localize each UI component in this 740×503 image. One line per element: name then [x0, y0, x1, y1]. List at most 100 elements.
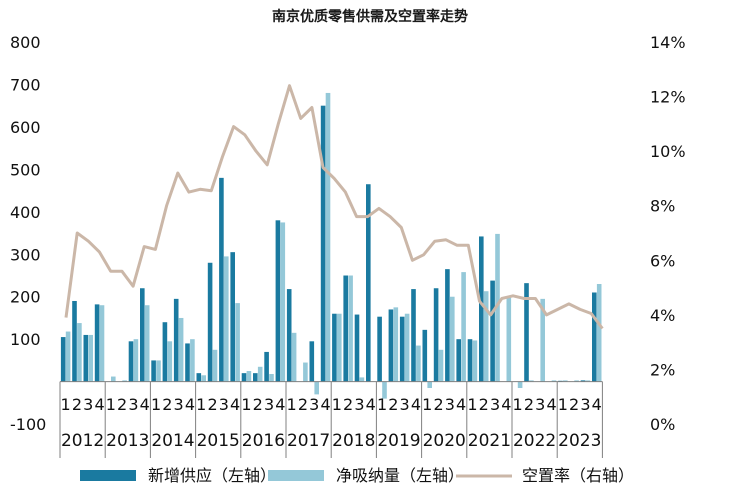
- quarter-tick-label: 1: [61, 395, 71, 414]
- absorption-bar: [359, 377, 365, 382]
- legend-vacancy-label: 空置率（右轴）: [522, 466, 634, 485]
- absorption-bar: [122, 380, 127, 382]
- y-right-tick-label: 12%: [650, 88, 686, 107]
- quarter-tick-label: 2: [72, 395, 82, 414]
- quarter-tick-label: 4: [546, 395, 556, 414]
- supply-bar: [354, 314, 360, 382]
- supply-bar: [219, 177, 224, 382]
- y-left-tick-label: 800: [10, 33, 41, 52]
- legend-supply-swatch: [80, 470, 136, 481]
- supply-bar: [320, 105, 326, 382]
- quarter-tick-label: 2: [569, 395, 579, 414]
- quarter-tick-label: 1: [513, 395, 523, 414]
- absorption-bar: [224, 256, 229, 382]
- supply-bar: [60, 337, 66, 382]
- quarter-tick-label: 3: [535, 395, 545, 414]
- year-tick-label: 2013: [106, 431, 149, 451]
- y-right-tick-label: 4%: [650, 306, 675, 325]
- absorption-bar: [269, 374, 274, 382]
- supply-bar: [140, 288, 145, 382]
- absorption-bar: [529, 380, 534, 382]
- supply-bar: [377, 316, 382, 382]
- y-left-tick-label: 200: [10, 288, 41, 307]
- quarter-tick-label: 3: [354, 395, 364, 414]
- supply-bar: [196, 373, 202, 382]
- absorption-bar: [156, 360, 161, 382]
- absorption-bar: [201, 375, 206, 382]
- y-left-tick-label: 400: [10, 203, 41, 222]
- supply-bar: [151, 360, 156, 382]
- absorption-bar: [596, 284, 602, 382]
- y-right-tick-label: 14%: [650, 33, 686, 52]
- absorption-bar: [190, 339, 195, 382]
- supply-bar: [456, 339, 461, 382]
- absorption-bar: [348, 275, 353, 382]
- absorption-bar: [65, 331, 71, 382]
- quarter-tick-label: 4: [230, 395, 240, 414]
- absorption-bar: [133, 339, 139, 382]
- absorption-bar: [563, 380, 568, 382]
- year-tick-label: 2016: [242, 431, 285, 451]
- year-tick-label: 2022: [513, 431, 556, 451]
- absorption-bar: [427, 381, 432, 389]
- supply-bar: [230, 252, 235, 382]
- absorption-bar: [517, 381, 523, 389]
- supply-bar: [275, 220, 281, 382]
- y-left-tick-label: 500: [10, 160, 41, 179]
- supply-bar: [479, 236, 484, 382]
- quarter-tick-label: 2: [207, 395, 217, 414]
- supply-bar: [445, 269, 450, 382]
- absorption-bar: [393, 307, 399, 382]
- supply-bar: [388, 309, 394, 382]
- absorption-bar: [450, 296, 455, 382]
- quarter-tick-label: 3: [128, 395, 138, 414]
- absorption-bar: [167, 341, 173, 382]
- quarter-tick-label: 4: [456, 395, 466, 414]
- quarter-tick-label: 4: [501, 395, 511, 414]
- absorption-bar: [77, 323, 82, 382]
- y-right-tick-label: 10%: [650, 142, 686, 161]
- supply-bar: [173, 298, 179, 382]
- absorption-bar: [291, 332, 297, 382]
- quarter-tick-label: 3: [490, 395, 500, 414]
- y-left-tick-label: 100: [10, 330, 41, 349]
- absorption-bar: [574, 380, 579, 382]
- quarter-tick-label: 3: [219, 395, 229, 414]
- quarter-tick-label: 2: [162, 395, 172, 414]
- quarter-tick-label: 1: [332, 395, 342, 414]
- absorption-bar: [337, 313, 342, 382]
- supply-bar: [128, 341, 134, 382]
- y-left-tick-label: 600: [10, 118, 41, 137]
- absorption-bar: [314, 381, 319, 395]
- legend-absorption-swatch: [268, 470, 324, 481]
- y-right-tick-label: 8%: [650, 197, 675, 216]
- quarter-tick-label: 3: [580, 395, 590, 414]
- quarter-tick-label: 4: [94, 395, 104, 414]
- quarter-tick-label: 2: [253, 395, 263, 414]
- supply-bar: [422, 329, 428, 382]
- legend-supply-label: 新增供应（左轴）: [148, 466, 276, 485]
- year-tick-label: 2020: [423, 431, 466, 451]
- supply-bar: [332, 313, 337, 382]
- quarter-tick-label: 1: [151, 395, 161, 414]
- y-left-tick-label: 700: [10, 75, 41, 94]
- quarter-tick-label: 2: [433, 395, 443, 414]
- absorption-bar: [235, 303, 240, 382]
- supply-bar: [467, 339, 473, 382]
- year-tick-label: 2014: [151, 431, 194, 451]
- supply-bar: [433, 288, 439, 382]
- supply-bar: [264, 351, 269, 382]
- absorption-bar: [461, 272, 466, 382]
- plot-area: 800700600500400300200100-10014%12%10%8%6…: [10, 33, 686, 458]
- absorption-bar: [178, 317, 184, 382]
- supply-bar: [524, 283, 529, 382]
- supply-bar: [286, 289, 292, 382]
- quarter-tick-label: 3: [400, 395, 410, 414]
- y-left-tick-label: 300: [10, 245, 41, 264]
- supply-bar: [490, 280, 495, 382]
- quarter-tick-label: 2: [479, 395, 489, 414]
- absorption-bar: [144, 305, 150, 382]
- vacancy-line: [64, 84, 604, 330]
- quarter-tick-label: 4: [320, 395, 330, 414]
